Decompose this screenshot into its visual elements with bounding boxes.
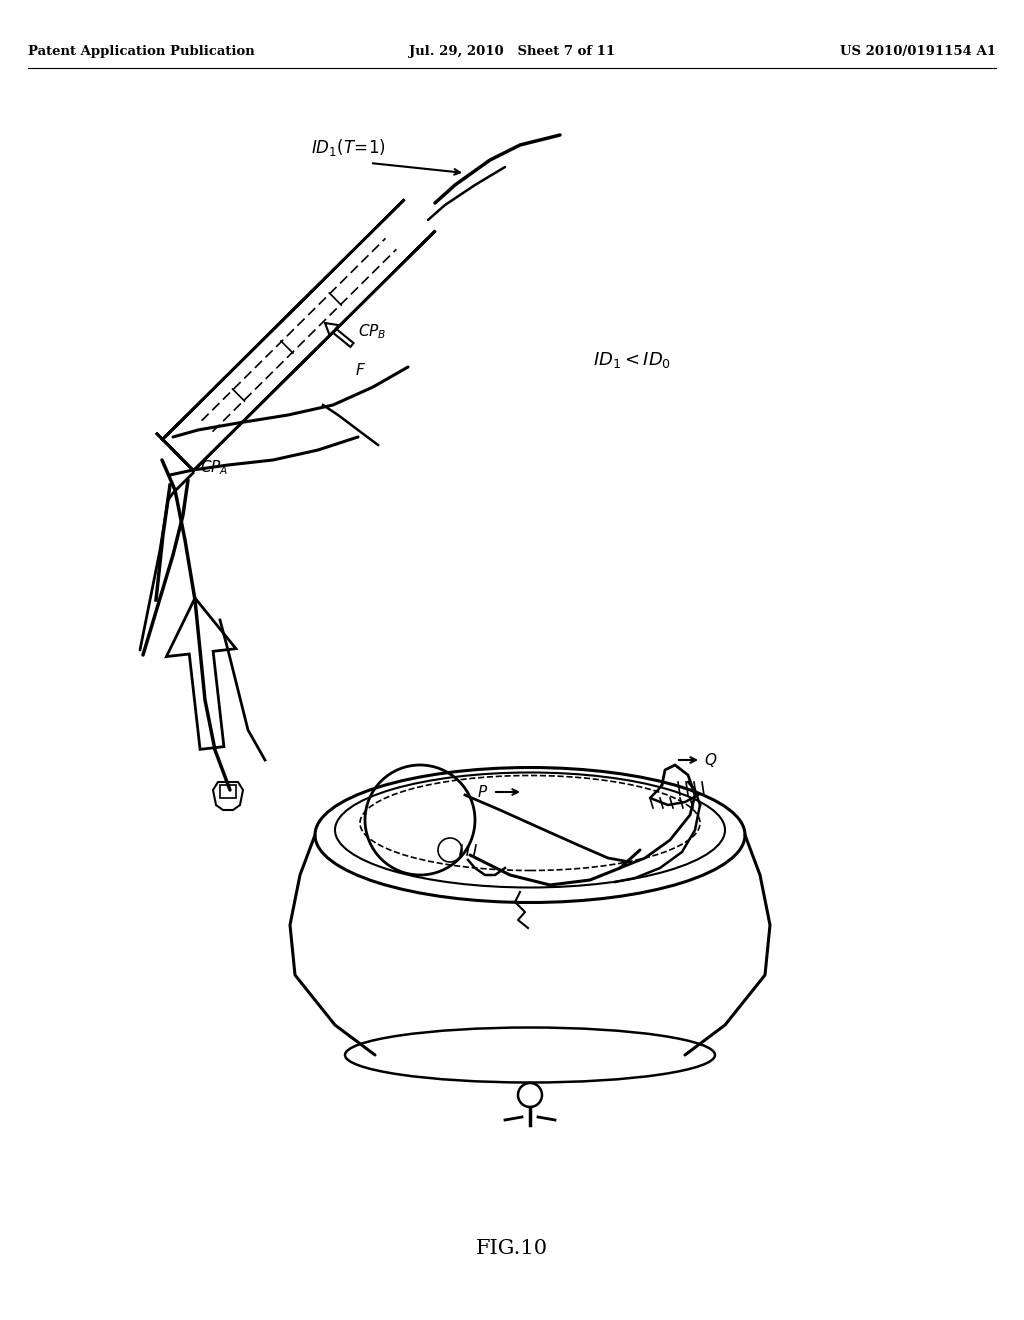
- Text: Patent Application Publication: Patent Application Publication: [28, 45, 255, 58]
- Text: US 2010/0191154 A1: US 2010/0191154 A1: [840, 45, 996, 58]
- Text: $F$: $F$: [355, 362, 366, 378]
- Text: $P$: $P$: [477, 784, 488, 800]
- Text: FIG.10: FIG.10: [476, 1238, 548, 1258]
- Text: $ID_1(T\!=\!1)$: $ID_1(T\!=\!1)$: [310, 137, 385, 158]
- Text: $ID_1 < ID_0$: $ID_1 < ID_0$: [593, 350, 671, 370]
- Text: $CP_A$: $CP_A$: [200, 458, 228, 478]
- Text: Jul. 29, 2010   Sheet 7 of 11: Jul. 29, 2010 Sheet 7 of 11: [409, 45, 615, 58]
- Text: $CP_B$: $CP_B$: [358, 322, 386, 342]
- Text: $Q$: $Q$: [705, 751, 718, 770]
